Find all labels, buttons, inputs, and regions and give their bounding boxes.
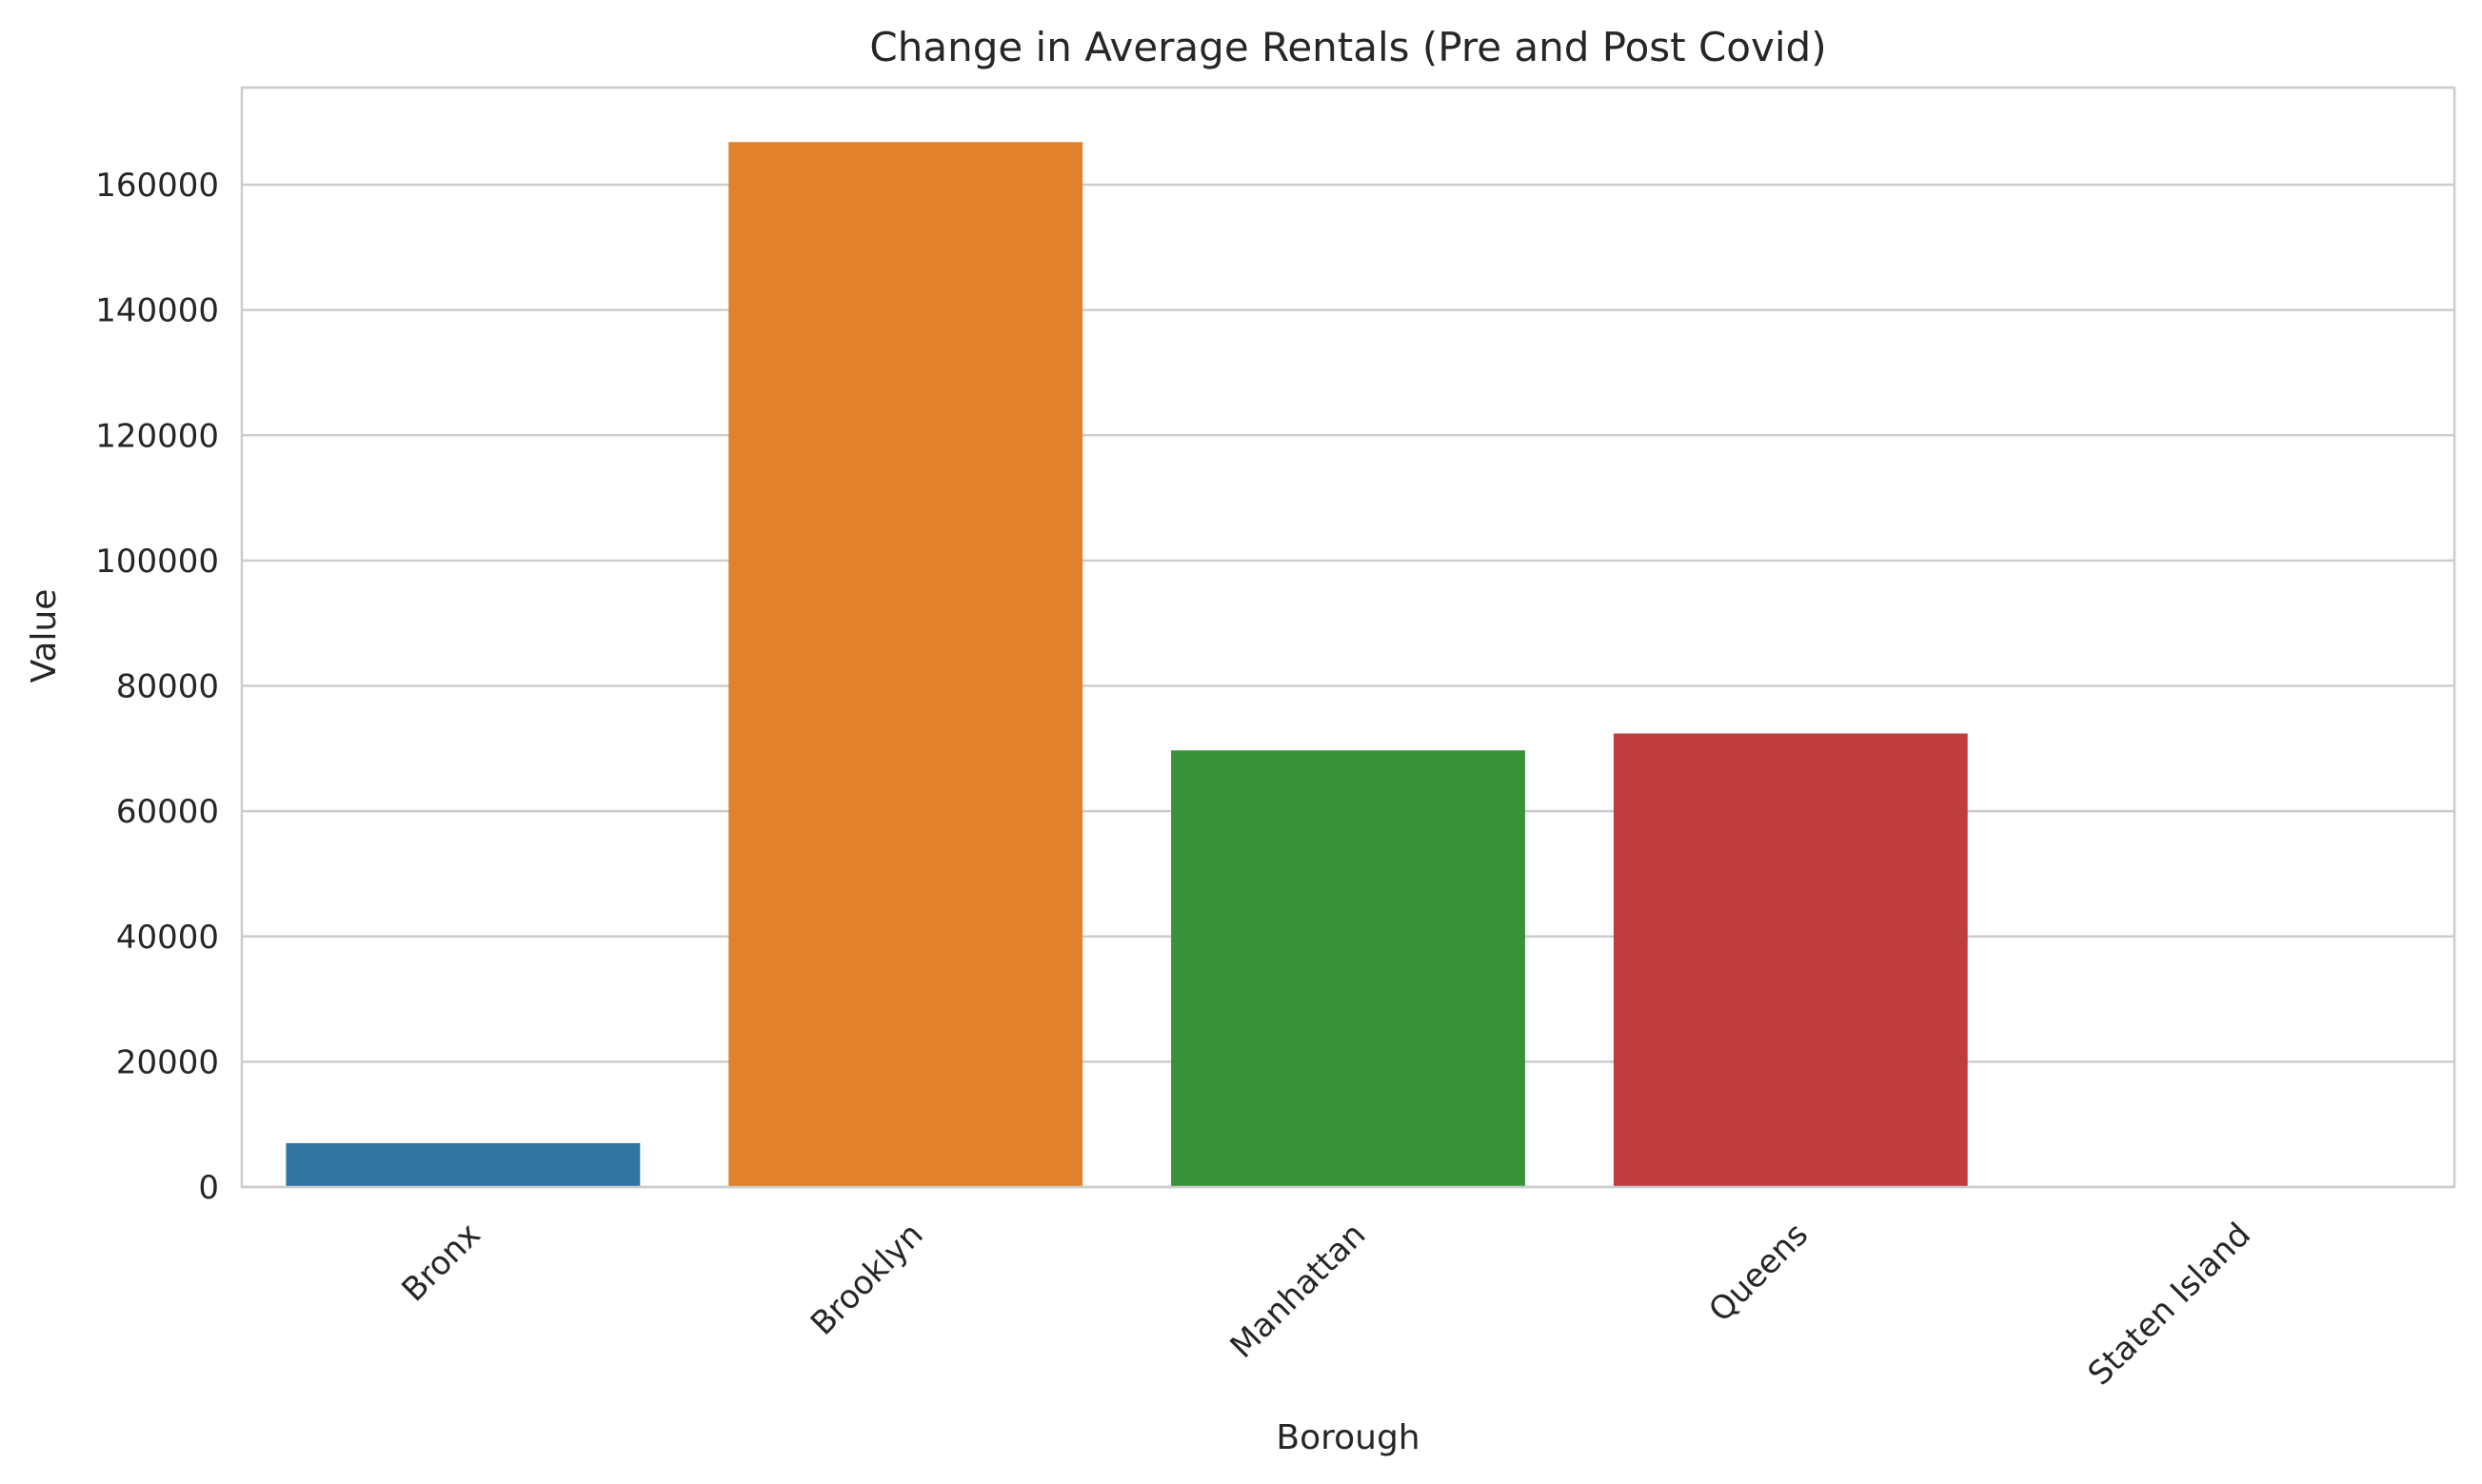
x-tick-label: Queens: [1701, 1216, 1816, 1330]
bar-manhattan: [1171, 750, 1525, 1187]
bar-bronx: [286, 1142, 641, 1187]
x-tick-label: Brooklyn: [804, 1216, 931, 1343]
y-tick-label: 40000: [116, 919, 219, 957]
x-axis-label: Borough: [1276, 1418, 1420, 1457]
gridlines: [242, 183, 2454, 1189]
plot-frame: [240, 86, 2456, 1189]
chart-title: Change in Average Rentals (Pre and Post …: [869, 24, 1826, 70]
y-tick-label: 80000: [116, 668, 219, 706]
y-axis-label: Value: [25, 589, 64, 683]
y-tick-label: 100000: [95, 543, 219, 581]
bar-brooklyn: [728, 142, 1083, 1188]
x-tick-label: Bronx: [394, 1216, 487, 1309]
y-tick-label: 20000: [116, 1043, 219, 1081]
x-tick-labels: Bronx Brooklyn Manhattan Queens Staten Islan…: [394, 1216, 2258, 1393]
y-tick-label: 160000: [95, 167, 219, 205]
y-tick-label: 140000: [95, 292, 219, 330]
bar-queens: [1613, 733, 1968, 1187]
x-tick-label: Manhattan: [1223, 1216, 1374, 1366]
y-tick-label: 60000: [116, 793, 219, 831]
bars: [286, 142, 1968, 1188]
x-tick-label: Staten Island: [2081, 1216, 2258, 1393]
y-tick-label: 120000: [95, 417, 219, 455]
y-tick-label: 0: [198, 1169, 219, 1207]
y-tick-labels: 0 20000 40000 60000 80000 100000 120000 140000 1…: [95, 167, 219, 1207]
